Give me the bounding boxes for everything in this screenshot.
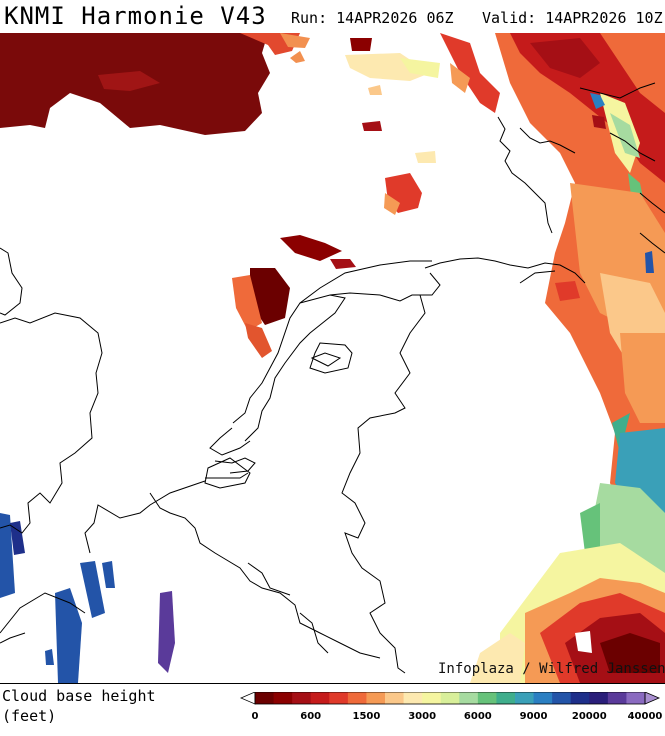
- colorbar-swatch: [310, 692, 330, 704]
- legend-title-line2: (feet): [2, 707, 57, 725]
- colorbar-tick-label: 0: [252, 711, 259, 722]
- legend-title-line1: Cloud base height: [2, 687, 156, 705]
- valid-time: Valid: 14APR2026 10Z: [482, 9, 663, 27]
- colorbar-tick-label: 9000: [520, 711, 548, 722]
- colorbar-tick-label: 6000: [464, 711, 492, 722]
- colorbar-swatch: [496, 692, 516, 704]
- colorbar-swatch: [255, 692, 275, 704]
- cloud-field-east: [470, 33, 665, 683]
- colorbar-swatch: [626, 692, 646, 704]
- colorbar-border: [254, 692, 646, 705]
- colorbar-tick-label: 3000: [408, 711, 436, 722]
- colorbar-swatch: [459, 692, 479, 704]
- colorbar-swatch: [589, 692, 609, 704]
- colorbar-swatch: [440, 692, 460, 704]
- colorbar-swatch: [477, 692, 497, 704]
- colorbar-swatch: [533, 692, 553, 704]
- colorbar-swatch: [273, 692, 293, 704]
- colorbar-low-arrow: [239, 692, 256, 705]
- legend-footer: Cloud base height (feet) 0 600 1500 3000 600…: [0, 683, 665, 736]
- map-credit: Infoplaza / Wilfred Janssen: [438, 661, 665, 677]
- colorbar-swatch: [515, 692, 535, 704]
- colorbar-swatch: [347, 692, 367, 704]
- colorbar-swatch: [403, 692, 423, 704]
- model-title: KNMI Harmonie V43: [4, 2, 267, 30]
- colorbar-swatch: [292, 692, 312, 704]
- colorbar-swatch: [570, 692, 590, 704]
- colorbar-swatch: [385, 692, 405, 704]
- legend-title: Cloud base height (feet): [2, 686, 156, 726]
- coastlines-and-borders: [0, 82, 665, 674]
- colorbar-swatch: [366, 692, 386, 704]
- colorbar-tick-label: 40000: [628, 711, 663, 722]
- colorbar-tick-label: 1500: [353, 711, 381, 722]
- weather-map: [0, 33, 665, 683]
- colorbar-swatch: [329, 692, 349, 704]
- colorbar-tick-label: 600: [300, 711, 321, 722]
- colorbar-swatch: [422, 692, 442, 704]
- colorbar-swatch: [607, 692, 627, 704]
- colorbar-swatch: [552, 692, 572, 704]
- header-bar: KNMI Harmonie V43 Run: 14APR2026 06Z Val…: [0, 0, 665, 33]
- cloud-field-high-west: [0, 513, 175, 683]
- run-time: Run: 14APR2026 06Z: [291, 9, 454, 27]
- colorbar: 0 600 1500 3000 6000 9000 20000 40000: [239, 692, 663, 722]
- colorbar-high-arrow: [644, 692, 661, 705]
- cloud-field-low-north-sea: [0, 33, 310, 135]
- cloud-patches-north: [232, 33, 500, 358]
- colorbar-tick-label: 20000: [572, 711, 607, 722]
